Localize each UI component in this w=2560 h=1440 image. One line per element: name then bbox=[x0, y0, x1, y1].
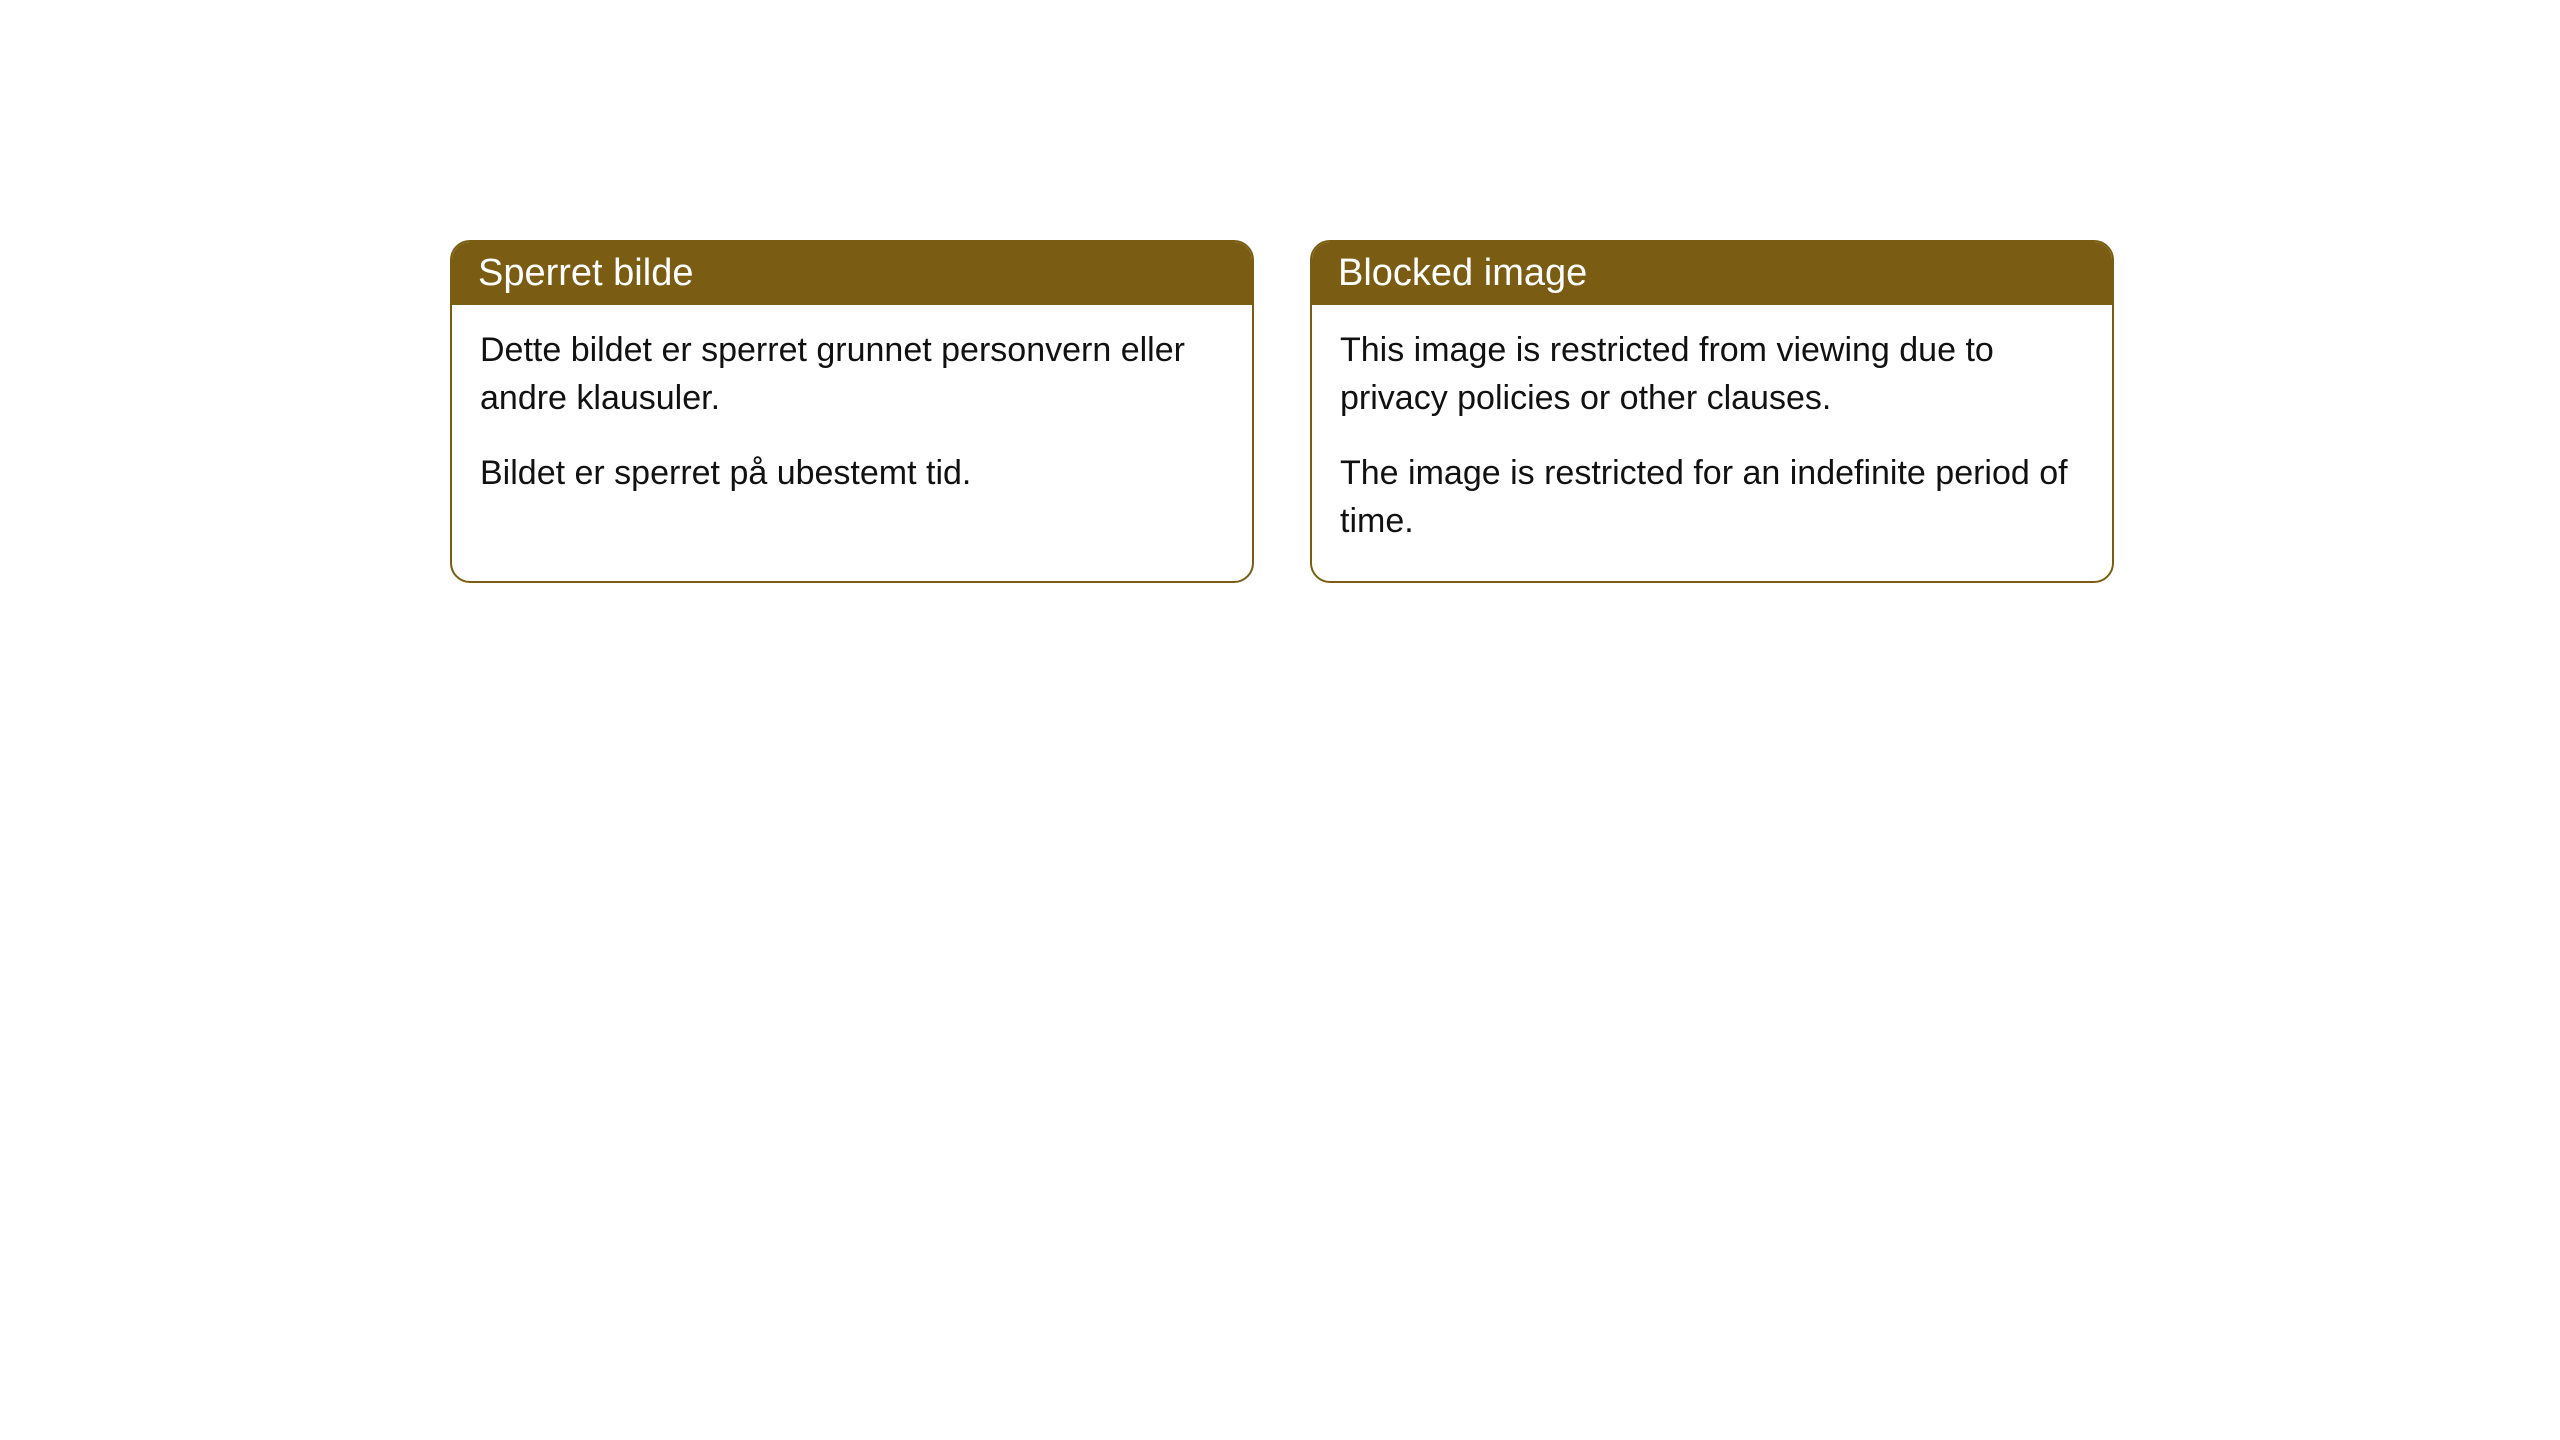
notice-card-norwegian: Sperret bilde Dette bildet er sperret gr… bbox=[450, 240, 1254, 583]
card-text-primary: Dette bildet er sperret grunnet personve… bbox=[480, 327, 1224, 422]
card-text-secondary: Bildet er sperret på ubestemt tid. bbox=[480, 450, 1224, 498]
card-body: This image is restricted from viewing du… bbox=[1312, 305, 2112, 581]
card-text-secondary: The image is restricted for an indefinit… bbox=[1340, 450, 2084, 545]
card-text-primary: This image is restricted from viewing du… bbox=[1340, 327, 2084, 422]
card-body: Dette bildet er sperret grunnet personve… bbox=[452, 305, 1252, 534]
notice-container: Sperret bilde Dette bildet er sperret gr… bbox=[450, 240, 2114, 583]
card-header: Sperret bilde bbox=[452, 242, 1252, 305]
card-header: Blocked image bbox=[1312, 242, 2112, 305]
card-title: Sperret bilde bbox=[478, 252, 693, 294]
notice-card-english: Blocked image This image is restricted f… bbox=[1310, 240, 2114, 583]
card-title: Blocked image bbox=[1338, 252, 1587, 294]
